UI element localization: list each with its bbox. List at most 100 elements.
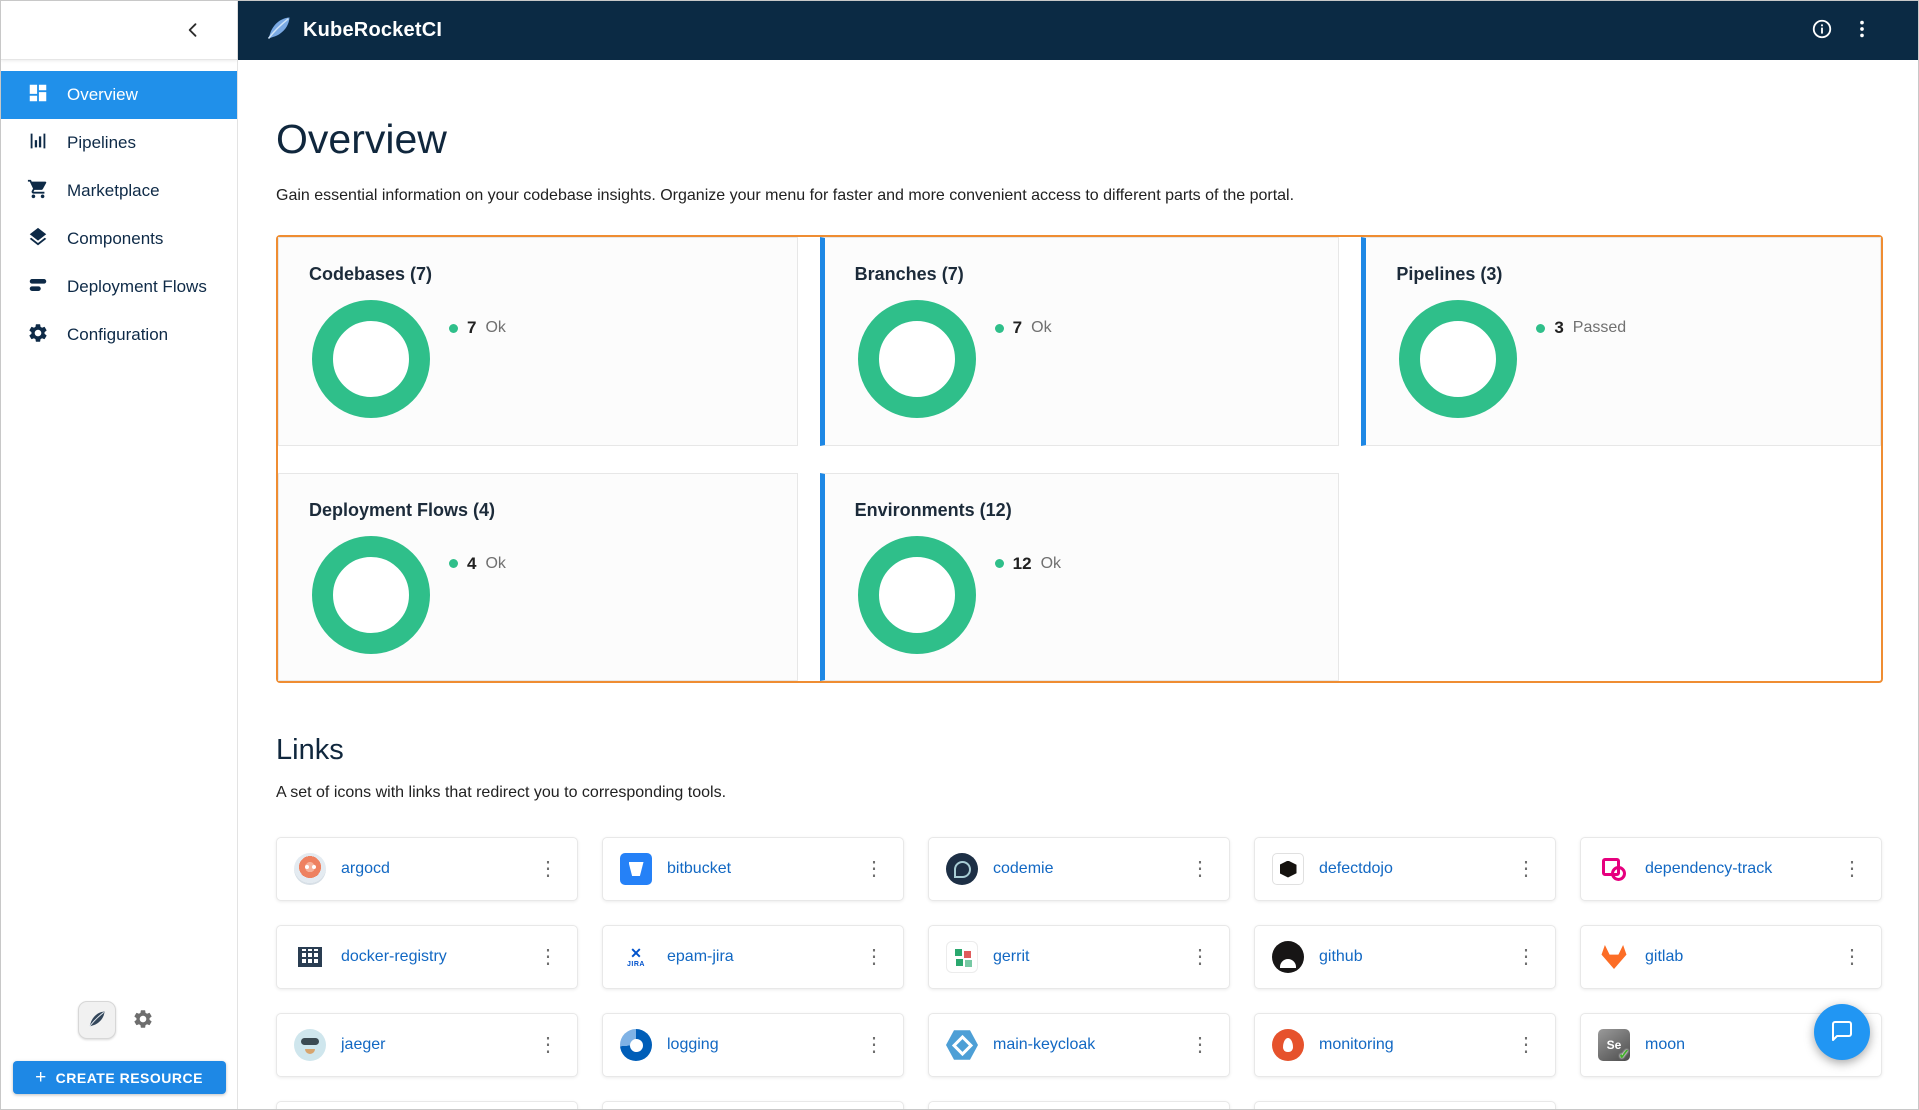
sidebar-item-marketplace[interactable]: Marketplace [1,167,237,215]
sidebar-header [1,1,237,60]
widget-legend: 7 Ok [449,318,506,338]
widget-legend: 4 Ok [449,554,506,574]
widget-legend: 12 Ok [995,554,1061,574]
chat-bubble-icon [1830,1019,1854,1046]
sidebar-nav: Overview Pipelines Marketplace Component… [1,71,237,359]
sidebar-item-label: Pipelines [67,133,136,153]
app-title: KubeRocketCI [303,19,442,42]
chevron-left-icon [183,20,203,43]
bitbucket-icon [620,853,652,885]
github-icon [1272,941,1304,973]
dependency-track-icon [1598,853,1630,885]
link-codemie[interactable]: codemie [993,860,1053,878]
link-card-github: github [1254,925,1556,989]
status-dot [995,324,1004,333]
donut-chart [858,536,976,654]
more-menu-button[interactable] [1842,11,1882,51]
kebab-menu-icon[interactable] [859,854,889,884]
gitlab-icon [1598,941,1630,973]
widget-card-codebases: Codebases (7) 7 Ok [278,237,798,446]
link-card-dependency-track: dependency-track [1580,837,1882,901]
gear-icon [132,1008,154,1033]
link-github[interactable]: github [1319,948,1363,966]
sidebar-item-configuration[interactable]: Configuration [1,311,237,359]
kebab-menu-icon[interactable] [1511,854,1541,884]
links-grid: argocd bitbucket codemie defectdojo [276,837,1883,1110]
status-label: Ok [485,555,505,573]
kebab-menu-icon [1851,18,1873,43]
link-card-defectdojo: defectdojo [1254,837,1556,901]
sidebar-item-deployment-flows[interactable]: Deployment Flows [1,263,237,311]
status-count: 7 [1013,318,1022,338]
link-gitlab[interactable]: gitlab [1645,948,1683,966]
link-bitbucket[interactable]: bitbucket [667,860,731,878]
link-logging[interactable]: logging [667,1036,719,1054]
link-card-docker-registry: docker-registry [276,925,578,989]
selenium-moon-icon [1598,1029,1630,1061]
widget-title: Deployment Flows (4) [309,500,495,521]
sidebar-item-label: Marketplace [67,181,160,201]
kebab-menu-icon[interactable] [1837,942,1867,972]
cart-icon [27,178,49,205]
link-docker-registry[interactable]: docker-registry [341,948,447,966]
kebab-menu-icon[interactable] [1837,854,1867,884]
kebab-menu-icon[interactable] [533,1030,563,1060]
collapse-sidebar-button[interactable] [175,13,211,49]
link-card-codemie: codemie [928,837,1230,901]
link-card-partial [602,1101,904,1110]
status-dot [449,324,458,333]
create-resource-label: CREATE RESOURCE [56,1070,203,1086]
link-epam-jira[interactable]: epam-jira [667,948,734,966]
link-argocd[interactable]: argocd [341,860,390,878]
info-icon [1811,18,1833,43]
sidebar-item-overview[interactable]: Overview [1,71,237,119]
link-dependency-track[interactable]: dependency-track [1645,860,1772,878]
sidebar: Overview Pipelines Marketplace Component… [1,1,238,1109]
theme-quill-toggle-button[interactable] [78,1001,116,1039]
donut-chart [1399,300,1517,418]
kebab-menu-icon[interactable] [859,942,889,972]
sidebar-item-components[interactable]: Components [1,215,237,263]
settings-toggle-button[interactable] [126,1003,160,1037]
status-label: Passed [1573,319,1626,337]
keycloak-icon [946,1029,978,1061]
chat-fab-button[interactable] [1814,1004,1870,1060]
link-card-partial [1254,1101,1556,1110]
link-main-keycloak[interactable]: main-keycloak [993,1036,1095,1054]
link-jaeger[interactable]: jaeger [341,1036,385,1054]
donut-chart [312,300,430,418]
app-root: Overview Pipelines Marketplace Component… [0,0,1919,1110]
widget-title: Codebases (7) [309,264,432,285]
kebab-menu-icon[interactable] [533,854,563,884]
sidebar-item-label: Overview [67,85,138,105]
link-card-monitoring: monitoring [1254,1013,1556,1077]
kebab-menu-icon[interactable] [1185,942,1215,972]
kebab-menu-icon[interactable] [859,1030,889,1060]
link-defectdojo[interactable]: defectdojo [1319,860,1393,878]
app-logo: KubeRocketCI [265,14,442,47]
quill-icon [87,1009,107,1032]
link-card-epam-jira: epam-jira [602,925,904,989]
kebab-menu-icon[interactable] [1185,1030,1215,1060]
link-monitoring[interactable]: monitoring [1319,1036,1394,1054]
logging-icon [620,1029,652,1061]
argocd-icon [294,853,326,885]
create-resource-button[interactable]: CREATE RESOURCE [13,1061,226,1094]
status-dot [1536,324,1545,333]
overview-widgets-section: Codebases (7) 7 Ok Branches (7) 7 Ok [276,235,1883,683]
status-label: Ok [485,319,505,337]
link-gerrit[interactable]: gerrit [993,948,1029,966]
status-dot [449,559,458,568]
kebab-menu-icon[interactable] [1511,942,1541,972]
monitoring-icon [1272,1029,1304,1061]
plus-icon [35,1068,47,1087]
page-title: Overview [276,115,1883,163]
kebab-menu-icon[interactable] [1185,854,1215,884]
kebab-menu-icon[interactable] [533,942,563,972]
widget-title: Pipelines (3) [1396,264,1502,285]
gerrit-icon [946,941,978,973]
link-moon[interactable]: moon [1645,1036,1685,1054]
info-button[interactable] [1802,11,1842,51]
kebab-menu-icon[interactable] [1511,1030,1541,1060]
sidebar-item-pipelines[interactable]: Pipelines [1,119,237,167]
